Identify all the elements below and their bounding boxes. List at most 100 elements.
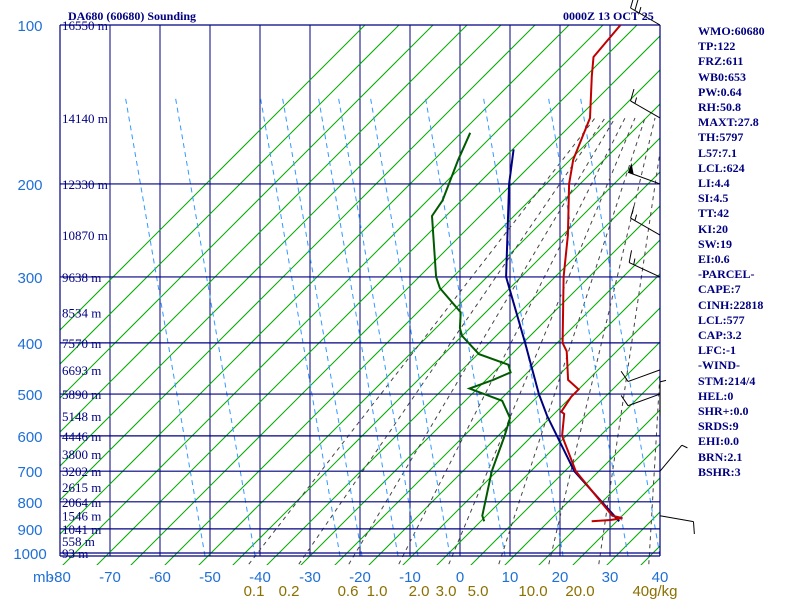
mixing-ratio-line bbox=[482, 94, 564, 557]
dry-adiabat-line bbox=[470, 375, 660, 565]
wind-barb bbox=[620, 369, 661, 382]
mixing-ratio-line bbox=[369, 94, 451, 557]
mixing-ratio-label: 1.0 bbox=[367, 583, 388, 600]
wind-barb-half bbox=[633, 258, 636, 265]
temperature-tick-label: -40 bbox=[249, 569, 271, 586]
wind-barb-full bbox=[620, 395, 629, 406]
dry-adiabat-line bbox=[402, 307, 660, 565]
wind-barb-staff bbox=[628, 262, 661, 278]
wind-barb bbox=[630, 206, 661, 236]
pressure-label: 600 bbox=[17, 429, 42, 446]
wind-barb bbox=[630, 88, 661, 119]
sounding-profiles bbox=[430, 25, 623, 523]
wind-barb bbox=[659, 515, 695, 535]
temperature-labels: mb-80 -70 -60 -50 -40 -30 -20 -10 0 10 20 30 40 bbox=[33, 569, 668, 586]
index-item: LI:4.4 bbox=[698, 176, 730, 191]
pressure-label: 200 bbox=[17, 177, 42, 194]
height-label: 4446 m bbox=[62, 429, 101, 444]
wind-barb-half bbox=[634, 214, 638, 221]
index-item: PW:0.64 bbox=[698, 84, 742, 99]
height-label: 2615 m bbox=[62, 480, 101, 495]
wind-barb-full bbox=[630, 206, 635, 219]
pressure-label: 500 bbox=[17, 387, 42, 404]
wind-barb-full bbox=[692, 521, 695, 535]
pressure-label: 1000 bbox=[13, 546, 46, 563]
chart-title: DA680 (60680) Sounding bbox=[68, 9, 197, 23]
mixing-ratio-label: 0.6 bbox=[338, 583, 359, 600]
pressure-label: 300 bbox=[17, 270, 42, 287]
index-item: LCL:577 bbox=[698, 312, 745, 327]
temperature-tick-label: -10 bbox=[399, 569, 421, 586]
height-label: 7570 m bbox=[62, 336, 101, 351]
height-label: 16550 m bbox=[62, 18, 108, 33]
wind-barb bbox=[659, 379, 667, 416]
mixing-ratio-labels: 0.1 0.2 0.6 1.0 2.0 3.0 5.0 10.0 20.0 40g/kg bbox=[244, 583, 678, 600]
index-item: SHR+:0.0 bbox=[698, 404, 749, 419]
dry-adiabat-line bbox=[198, 103, 660, 565]
mixing-ratio-line bbox=[579, 94, 660, 557]
wind-barb-staff bbox=[659, 515, 694, 523]
moist-adiabat-line bbox=[548, 117, 656, 565]
dry-adiabat-line bbox=[60, 25, 502, 467]
height-label: 3800 m bbox=[62, 447, 101, 462]
pressure-label: 800 bbox=[17, 495, 42, 512]
index-item: CAPE:7 bbox=[698, 282, 741, 297]
dry-adiabat-line bbox=[266, 171, 660, 565]
height-label: 10870 m bbox=[62, 228, 108, 243]
index-item: HEL:0 bbox=[698, 388, 734, 403]
wind-barb-half bbox=[659, 379, 667, 383]
dry-adiabat-line bbox=[60, 25, 570, 535]
height-label: 6693 m bbox=[62, 363, 101, 378]
wind-barb bbox=[659, 444, 688, 472]
mixing-ratio-line bbox=[337, 94, 419, 557]
index-item: -PARCEL- bbox=[698, 267, 755, 282]
temperature-tick-label: 10 bbox=[502, 569, 519, 586]
wind-barb-full bbox=[628, 250, 633, 263]
wind-barb-pennant bbox=[628, 162, 634, 175]
wind-barb-full bbox=[630, 88, 635, 102]
chart-date: 0000Z 13 OCT 25 bbox=[563, 9, 654, 23]
height-label: 93 m bbox=[62, 546, 88, 561]
index-item: SRDS:9 bbox=[698, 419, 739, 434]
index-item: BRN:2.1 bbox=[698, 449, 743, 464]
wind-barb-staff bbox=[630, 7, 661, 26]
index-item: -WIND- bbox=[698, 358, 740, 373]
temperature-tick-label: -80 bbox=[49, 569, 71, 586]
mixing-ratio-line bbox=[281, 94, 363, 557]
pressure-label: 900 bbox=[17, 522, 42, 539]
dry-adiabat-line bbox=[60, 25, 434, 399]
pressure-label: 100 bbox=[17, 18, 42, 35]
temperature-tick-label: 20 bbox=[552, 569, 569, 586]
height-label: 2064 m bbox=[62, 495, 101, 510]
temperature-tick-label: 0 bbox=[456, 569, 464, 586]
wind-barb-half bbox=[638, 6, 642, 14]
dry-adiabat-line bbox=[300, 205, 660, 565]
dry-adiabat-line bbox=[786, 0, 800, 590]
height-label: 5148 m bbox=[62, 409, 101, 424]
index-item: FRZ:611 bbox=[698, 54, 744, 69]
index-item: RH:50.8 bbox=[698, 100, 741, 115]
height-label: 1041 m bbox=[62, 522, 101, 537]
dry-adiabat-line bbox=[572, 477, 660, 565]
wind-barb-full bbox=[620, 370, 629, 382]
x-axis-unit-label: mb bbox=[33, 569, 54, 586]
pressure-label: 700 bbox=[17, 464, 42, 481]
stability-indices-panel: WMO:60680 TP:122 FRZ:611 WB0:653 PW:0.64 RH:5… bbox=[698, 24, 765, 480]
mixing-ratio-label: 2.0 bbox=[409, 583, 430, 600]
index-item: CINH:22818 bbox=[698, 297, 764, 312]
index-item: L57:7.1 bbox=[698, 145, 737, 160]
height-label: 9638 m bbox=[62, 270, 101, 285]
wind-barb bbox=[628, 250, 661, 278]
dry-adiabat-line bbox=[232, 137, 660, 565]
height-label: 14140 m bbox=[62, 111, 108, 126]
wind-barb bbox=[627, 162, 661, 185]
mixing-ratio-line bbox=[424, 94, 506, 557]
dry-adiabat-line bbox=[96, 25, 638, 565]
mixing-ratio-line bbox=[124, 94, 206, 557]
index-item: WB0:653 bbox=[698, 69, 746, 84]
dry-adiabat-line bbox=[60, 25, 536, 501]
index-item: TT:42 bbox=[698, 206, 730, 221]
wind-barb bbox=[630, 0, 661, 26]
